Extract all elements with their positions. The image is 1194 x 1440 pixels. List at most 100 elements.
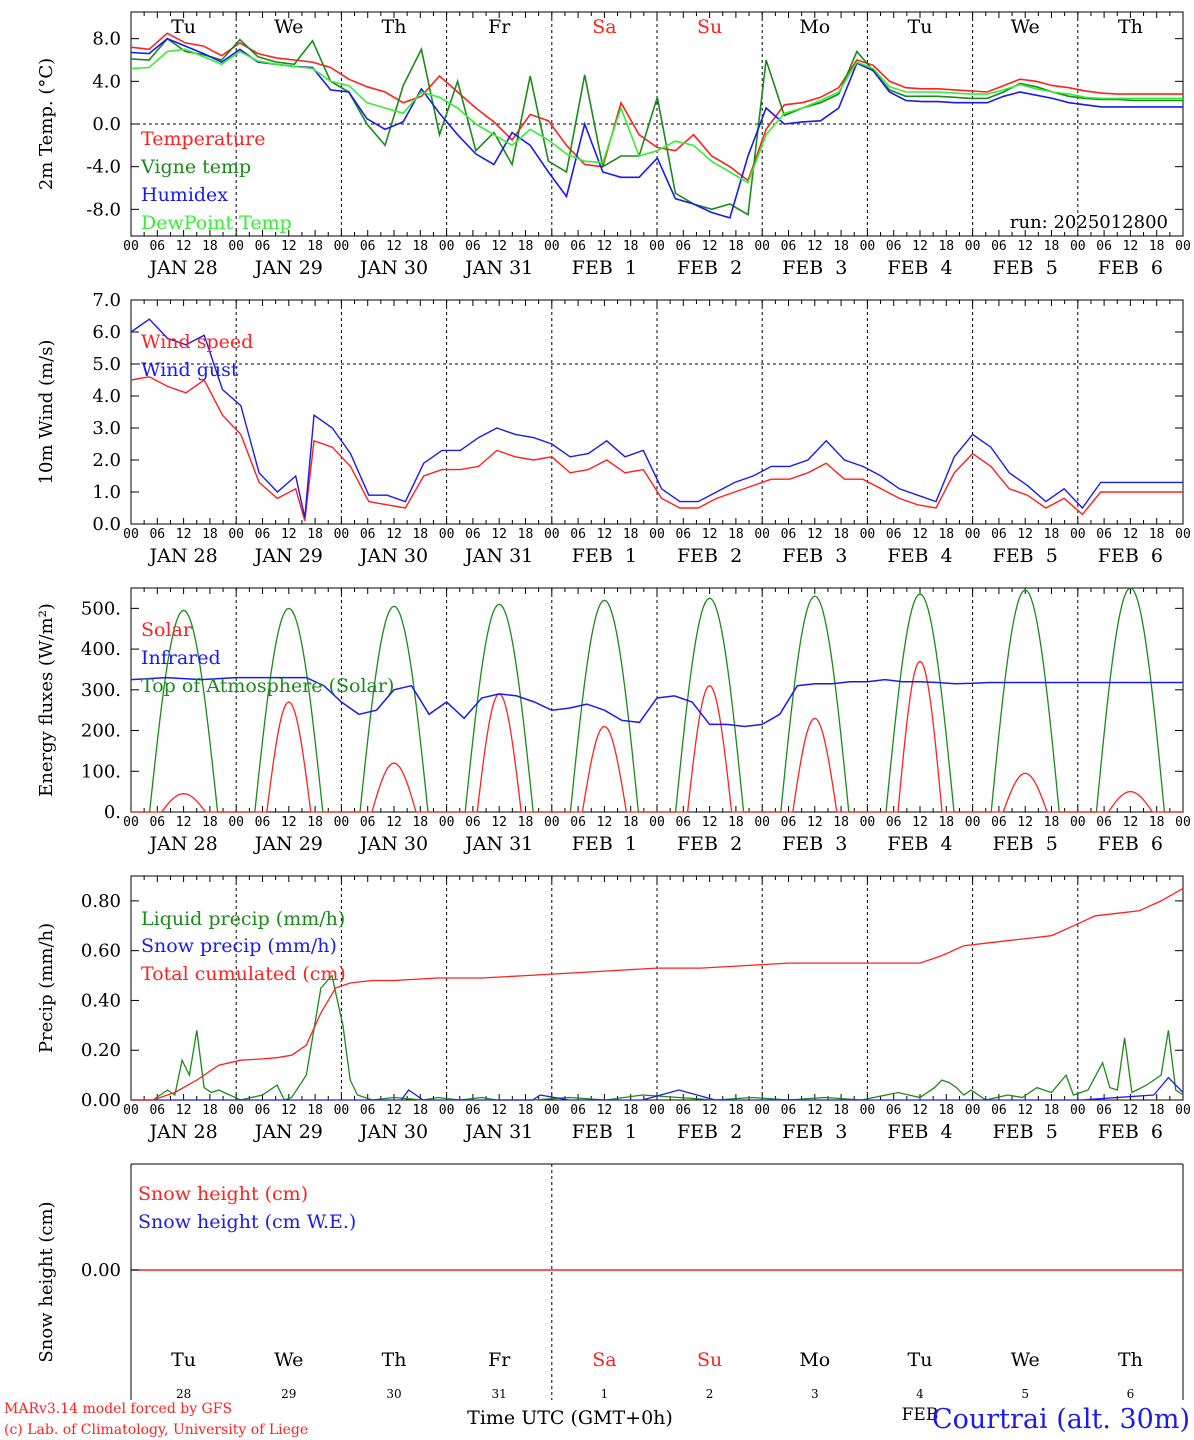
hour-label: 00: [965, 815, 981, 830]
date-label: FEB 1: [572, 833, 637, 855]
y-tick-label: 7.0: [92, 290, 121, 311]
date-label: FEB 1: [572, 257, 637, 279]
hour-label: 00: [334, 815, 350, 830]
series-vigne-temp: [130, 37, 1183, 217]
date-label: JAN 30: [358, 545, 428, 567]
legend-entry: Snow height (cm): [138, 1183, 308, 1205]
hour-label: 00: [439, 815, 455, 830]
hour-label: 18: [728, 1103, 744, 1118]
station-label: Courtrai (alt. 30m): [932, 1404, 1190, 1435]
hour-label: 18: [202, 527, 218, 542]
y-tick-label: 200.: [81, 721, 121, 742]
date-label: FEB 3: [782, 545, 847, 567]
hour-label: 12: [386, 239, 402, 254]
date-label: FEB 2: [677, 257, 742, 279]
y-tick-label: 6.0: [92, 322, 121, 343]
hour-label: 12: [281, 815, 297, 830]
hour-label: 06: [781, 815, 797, 830]
hour-label: 12: [912, 239, 928, 254]
date-label: FEB 6: [1098, 1121, 1163, 1143]
hour-label: 12: [702, 1103, 718, 1118]
hour-label: 06: [991, 1103, 1007, 1118]
hour-label: 00: [544, 1103, 560, 1118]
y-axis-label: 2m Temp. (°C): [36, 58, 57, 190]
y-tick-label: 0.20: [81, 1040, 121, 1061]
hour-label: 12: [1017, 527, 1033, 542]
date-label: JAN 28: [148, 257, 218, 279]
date-label: FEB 3: [782, 833, 847, 855]
hour-label: 06: [991, 527, 1007, 542]
date-label: JAN 30: [358, 833, 428, 855]
hour-label: 00: [123, 527, 139, 542]
hour-label: 00: [860, 527, 876, 542]
hour-label: 00: [965, 239, 981, 254]
legend-entry: Wind gust: [141, 359, 239, 381]
hour-label: 12: [1017, 815, 1033, 830]
footer-lab: (c) Lab. of Climatology, University of L…: [4, 1422, 308, 1438]
date-label: JAN 30: [358, 257, 428, 279]
date-label: FEB 5: [993, 545, 1058, 567]
hour-label: 18: [1149, 1103, 1165, 1118]
hour-label: 06: [1096, 1103, 1112, 1118]
hour-label: 12: [1123, 527, 1139, 542]
hour-label: 12: [491, 527, 507, 542]
day-name: We: [1011, 16, 1040, 38]
hour-label: 00: [649, 1103, 665, 1118]
hour-label: 06: [675, 1103, 691, 1118]
day-name: Th: [1118, 16, 1143, 38]
y-tick-label: 4.0: [92, 71, 121, 92]
y-tick-label: 0.: [104, 802, 121, 823]
hour-label: 12: [912, 527, 928, 542]
hour-label: 18: [938, 527, 954, 542]
series-temperature: [130, 32, 1183, 182]
hour-label: 06: [465, 1103, 481, 1118]
hour-label: 06: [465, 527, 481, 542]
y-axis-label: 10m Wind (m/s): [36, 340, 57, 485]
day-number-bottom: 29: [281, 1387, 296, 1401]
day-name: Sa: [592, 16, 616, 38]
day-name: Tu: [171, 16, 196, 38]
hour-label: 12: [702, 815, 718, 830]
hour-label: 12: [807, 1103, 823, 1118]
hour-label: 18: [1044, 527, 1060, 542]
hour-label: 00: [544, 239, 560, 254]
x-axis-label: Time UTC (GMT+0h): [467, 1407, 673, 1429]
day-number-bottom: 2: [706, 1387, 714, 1401]
hour-label: 18: [833, 815, 849, 830]
y-tick-label: 5.0: [92, 354, 121, 375]
hour-label: 18: [1044, 815, 1060, 830]
hour-label: 18: [412, 239, 428, 254]
day-number-bottom: 1: [601, 1387, 609, 1401]
legend-entry: Wind speed: [141, 331, 253, 353]
hour-label: 18: [833, 239, 849, 254]
hour-label: 18: [518, 527, 534, 542]
hour-label: 00: [860, 815, 876, 830]
hour-label: 18: [938, 1103, 954, 1118]
hour-label: 18: [1044, 239, 1060, 254]
legend-entry: Temperature: [141, 128, 265, 150]
series-dewpoint-temp: [130, 48, 1183, 184]
date-label: FEB 4: [887, 833, 952, 855]
hour-label: 06: [675, 239, 691, 254]
hour-label: 12: [176, 1103, 192, 1118]
date-label: FEB 1: [572, 545, 637, 567]
hour-label: 12: [597, 527, 613, 542]
hour-label: 18: [728, 239, 744, 254]
hour-label: 12: [176, 815, 192, 830]
y-axis-label: Precip (mm/h): [36, 923, 57, 1053]
hour-label: 00: [123, 1103, 139, 1118]
hour-label: 06: [360, 527, 376, 542]
series-solar: [131, 660, 1183, 813]
legend-entry: Vigne temp: [140, 156, 251, 178]
hour-label: 00: [754, 239, 770, 254]
hour-label: 06: [886, 1103, 902, 1118]
hour-label: 00: [228, 815, 244, 830]
date-label: JAN 29: [253, 1121, 323, 1143]
hour-label: 00: [1175, 1103, 1191, 1118]
hour-label: 18: [728, 527, 744, 542]
date-label: FEB 3: [782, 257, 847, 279]
hour-label: 00: [228, 527, 244, 542]
date-label: JAN 28: [148, 833, 218, 855]
y-tick-label: 0.00: [81, 1090, 121, 1111]
month-label: FEB: [902, 1405, 939, 1425]
